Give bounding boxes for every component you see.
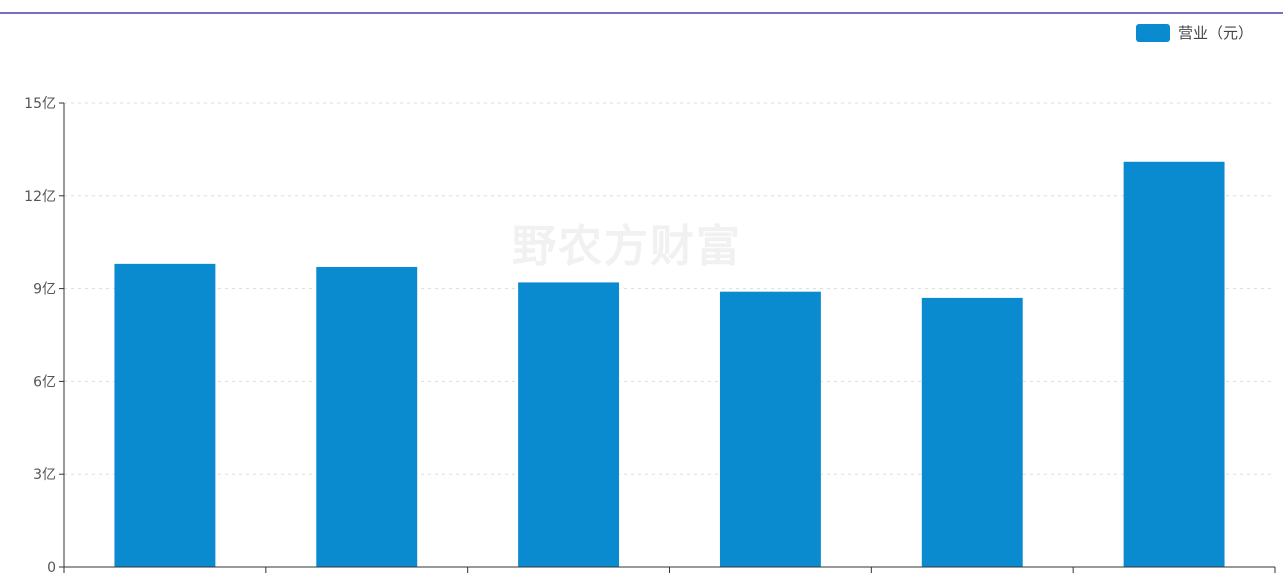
legend-swatch — [1135, 23, 1170, 42]
bars — [114, 161, 1225, 568]
bar[interactable] — [921, 297, 1023, 567]
grid-lines — [64, 102, 1275, 475]
y-tick-label: 3亿 — [33, 467, 56, 483]
y-tick-label: 12亿 — [24, 189, 56, 205]
y-tick-label: 6亿 — [33, 374, 56, 390]
bar[interactable] — [316, 266, 418, 567]
legend-label: 营业（元） — [1177, 24, 1253, 42]
y-tick-labels: 0 3亿 6亿 9亿 12亿 15亿 — [24, 96, 56, 574]
axes — [59, 102, 1276, 573]
bar[interactable] — [114, 263, 216, 567]
y-tick-label: 9亿 — [33, 282, 56, 298]
bar[interactable] — [1123, 161, 1225, 568]
y-tick-label: 0 — [47, 560, 56, 574]
bar[interactable] — [518, 282, 620, 567]
bar[interactable] — [719, 291, 821, 567]
y-tick-label: 15亿 — [24, 96, 56, 112]
legend[interactable]: 营业（元） — [1135, 22, 1253, 43]
